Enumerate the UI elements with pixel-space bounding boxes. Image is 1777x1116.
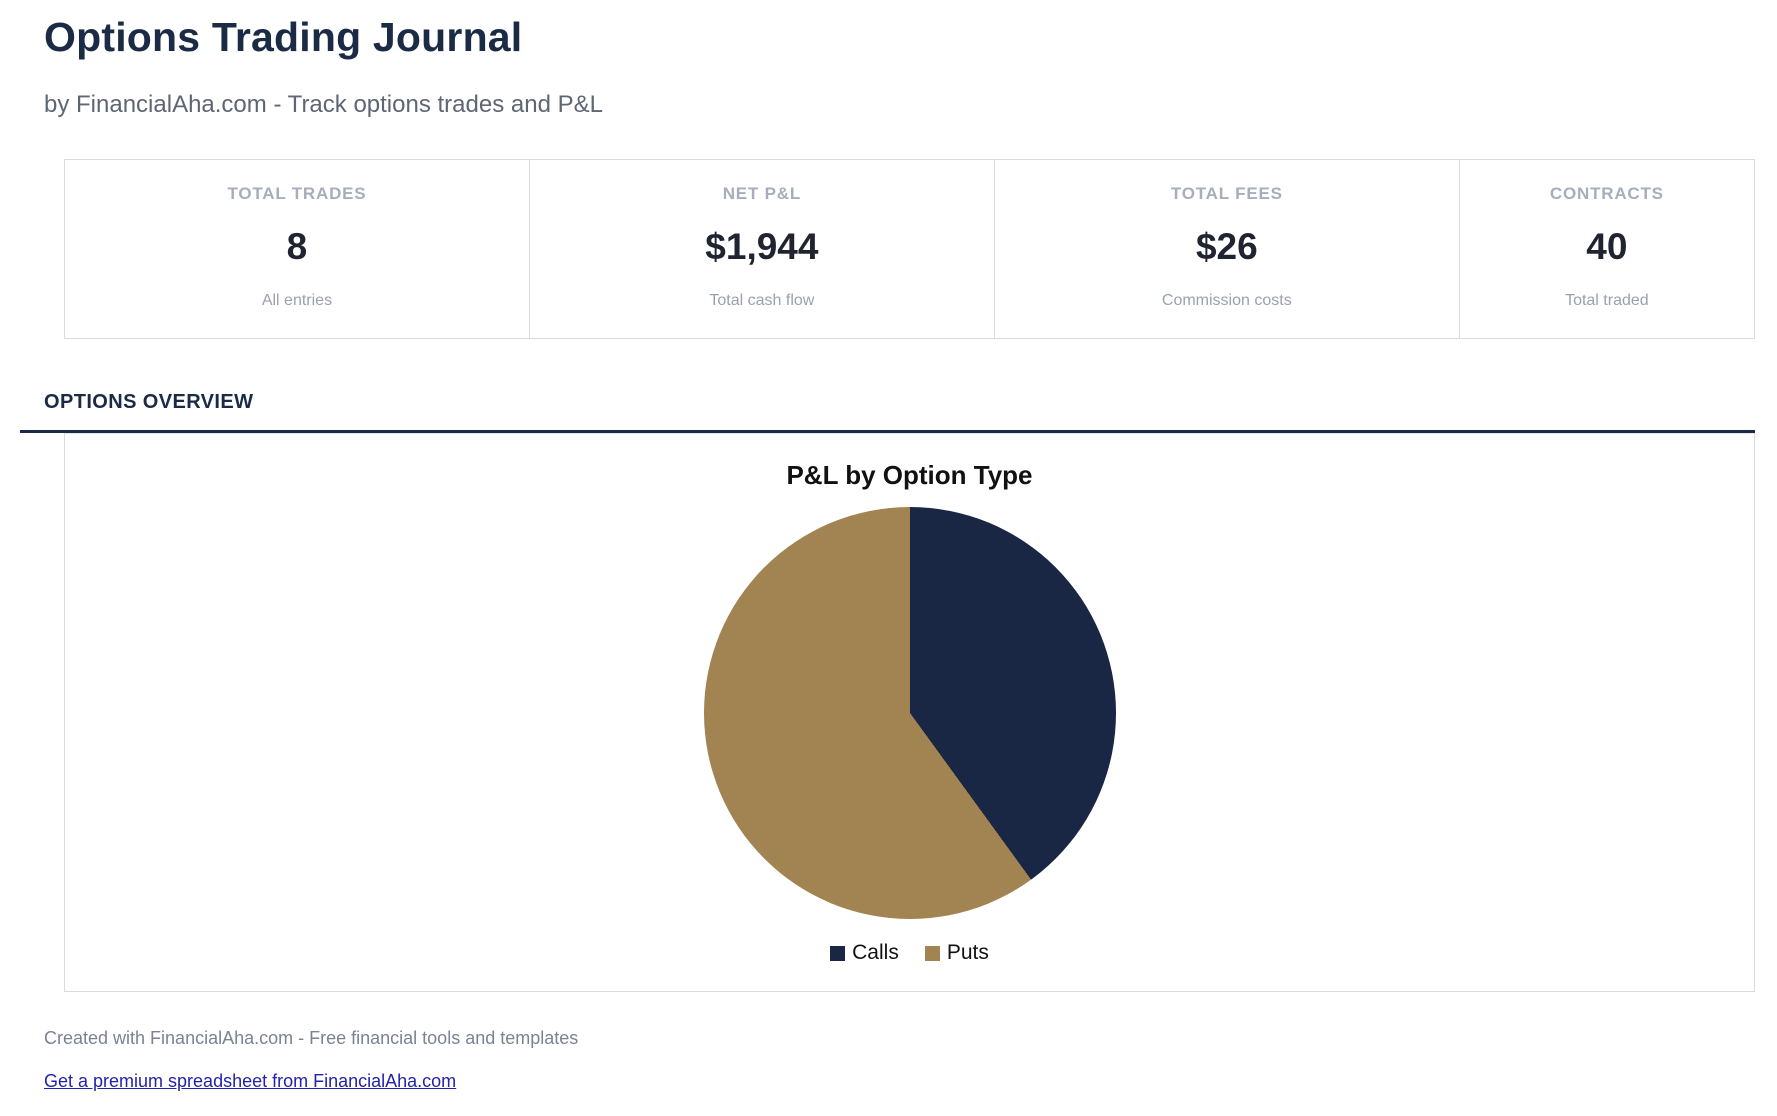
stats-table: TOTAL TRADES 8 All entries NET P&L $1,94… bbox=[64, 159, 1755, 339]
stat-value: $1,944 bbox=[705, 226, 819, 267]
pie-chart bbox=[703, 507, 1116, 919]
stat-sublabel: All entries bbox=[261, 292, 333, 309]
stat-card-contracts: CONTRACTS 40 Total traded bbox=[1460, 160, 1754, 338]
legend-label-calls: Calls bbox=[852, 941, 899, 964]
legend-item-puts: Puts bbox=[924, 941, 989, 965]
stat-label: CONTRACTS bbox=[1549, 184, 1664, 203]
stat-value: 8 bbox=[286, 226, 308, 267]
chart-legend: Calls Puts bbox=[830, 941, 989, 965]
stat-sublabel: Total cash flow bbox=[709, 292, 815, 309]
footer-created-text: Created with FinancialAha.com - Free fin… bbox=[44, 1028, 579, 1048]
stat-value: $26 bbox=[1195, 226, 1258, 267]
options-trading-journal-page: Options Trading Journal by FinancialAha.… bbox=[0, 14, 1777, 1116]
stat-sublabel: Total traded bbox=[1565, 292, 1649, 309]
page-title: Options Trading Journal bbox=[44, 14, 523, 60]
section-heading: OPTIONS OVERVIEW bbox=[44, 391, 254, 413]
legend-swatch-puts bbox=[924, 945, 940, 961]
legend-item-calls: Calls bbox=[830, 941, 899, 965]
stat-label: TOTAL FEES bbox=[1170, 184, 1283, 203]
section-rule bbox=[20, 430, 1755, 433]
stat-label: TOTAL TRADES bbox=[227, 184, 367, 203]
premium-spreadsheet-link[interactable]: Get a premium spreadsheet from Financial… bbox=[44, 1071, 457, 1091]
chart-panel: P&L by Option Type Calls Puts bbox=[64, 433, 1755, 992]
page-subtitle: by FinancialAha.com - Track options trad… bbox=[44, 91, 603, 118]
stat-card-total-trades: TOTAL TRADES 8 All entries bbox=[65, 160, 530, 338]
stat-label: NET P&L bbox=[722, 184, 802, 203]
stat-value: 40 bbox=[1586, 226, 1628, 267]
stat-card-total-fees: TOTAL FEES $26 Commission costs bbox=[995, 160, 1460, 338]
stat-card-net-pl: NET P&L $1,944 Total cash flow bbox=[530, 160, 995, 338]
stat-sublabel: Commission costs bbox=[1161, 292, 1292, 309]
chart-title: P&L by Option Type bbox=[786, 460, 1033, 490]
legend-swatch-calls bbox=[830, 945, 846, 961]
legend-label-puts: Puts bbox=[946, 941, 989, 964]
